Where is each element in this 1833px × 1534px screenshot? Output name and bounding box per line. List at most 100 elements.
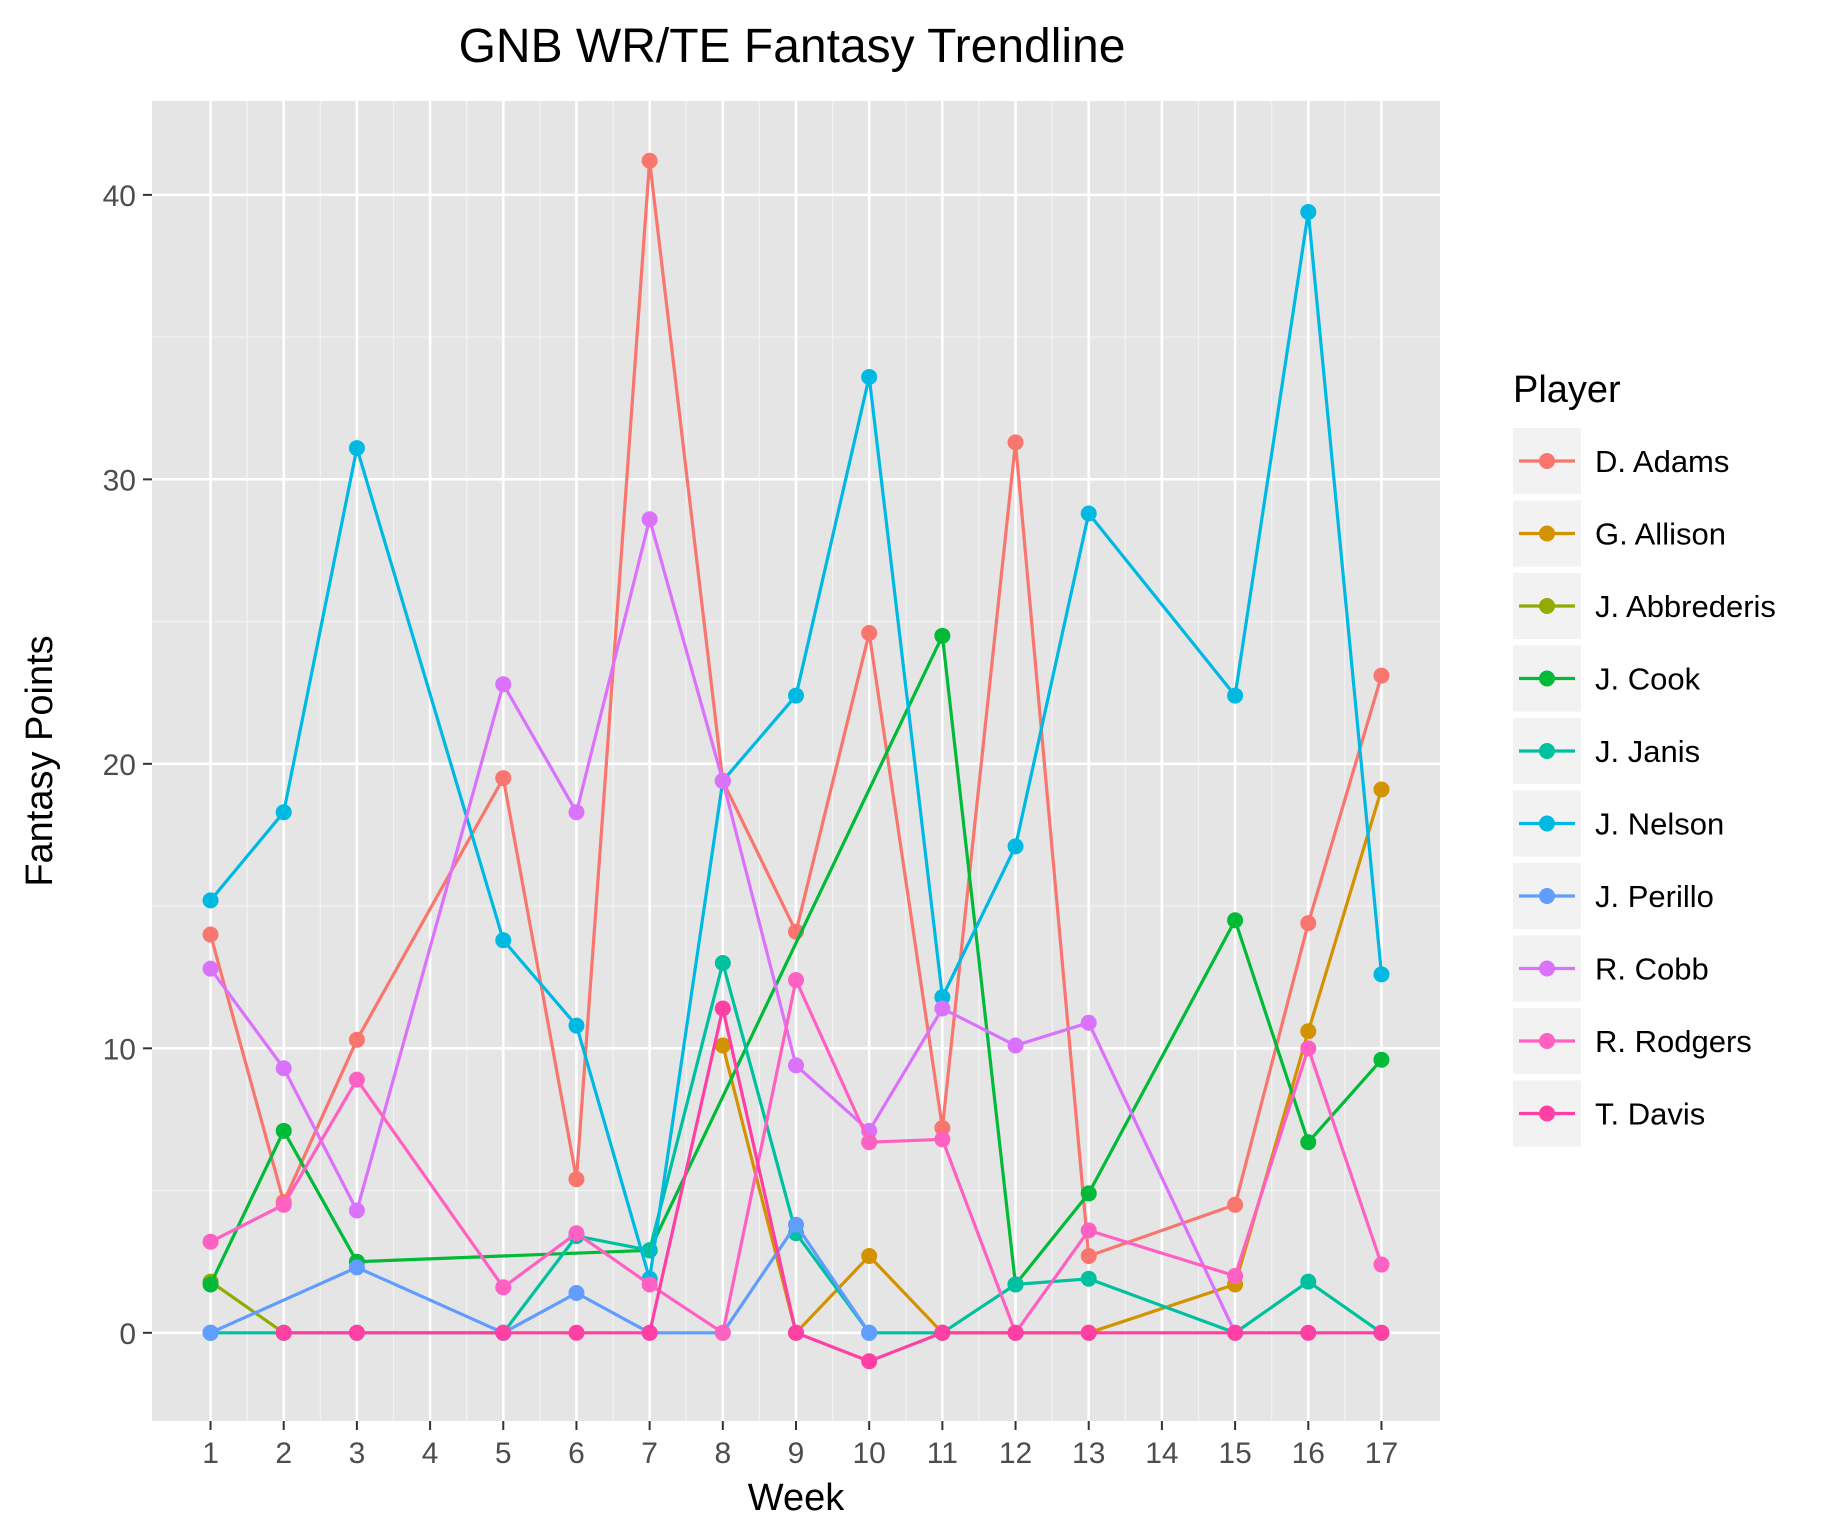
data-point bbox=[714, 1037, 731, 1054]
data-point bbox=[641, 511, 658, 528]
data-point bbox=[1080, 1185, 1097, 1202]
legend-key-point bbox=[1539, 888, 1555, 904]
data-point bbox=[788, 972, 804, 989]
series-line bbox=[209, 634, 1383, 1287]
x-axis-title: Week bbox=[748, 1477, 845, 1519]
data-point bbox=[275, 1060, 292, 1077]
x-tick-label: 3 bbox=[349, 1437, 366, 1470]
x-tick-label: 2 bbox=[275, 1437, 292, 1470]
legend-item: J. Janis bbox=[1513, 718, 1700, 784]
x-tick-label: 17 bbox=[1365, 1437, 1398, 1470]
data-point bbox=[1300, 1324, 1317, 1341]
data-point bbox=[568, 1017, 585, 1034]
legend-label: D. Adams bbox=[1595, 444, 1729, 479]
x-tick-label: 7 bbox=[641, 1437, 658, 1470]
data-point bbox=[348, 440, 365, 457]
data-point bbox=[934, 989, 951, 1006]
data-point bbox=[1300, 1040, 1317, 1057]
data-point bbox=[568, 1171, 585, 1188]
data-point bbox=[1373, 966, 1390, 983]
chart-title: GNB WR/TE Fantasy Trendline bbox=[459, 20, 1126, 73]
data-point bbox=[495, 932, 512, 949]
x-tick-label: 16 bbox=[1292, 1437, 1325, 1470]
legend-label: J. Janis bbox=[1595, 734, 1700, 769]
data-point bbox=[202, 960, 219, 977]
legend: Player D. Adams G. Allison J. Abbrederis J.… bbox=[1513, 369, 1776, 1147]
data-point bbox=[202, 892, 219, 909]
y-tick-label: 0 bbox=[119, 1318, 136, 1351]
series-line bbox=[209, 1280, 285, 1335]
data-point bbox=[714, 954, 731, 971]
data-point bbox=[1300, 1273, 1317, 1290]
legend-key-point bbox=[1539, 815, 1555, 832]
x-tick-label: 10 bbox=[852, 1437, 885, 1470]
y-tick-label: 10 bbox=[103, 1033, 136, 1066]
data-point bbox=[1080, 1222, 1097, 1239]
data-point bbox=[934, 1324, 951, 1341]
data-point bbox=[1300, 915, 1317, 932]
data-point bbox=[495, 770, 512, 787]
legend-item: J. Perillo bbox=[1513, 863, 1714, 929]
data-point bbox=[202, 1276, 219, 1293]
legend-key-point bbox=[1539, 1033, 1555, 1049]
x-tick-label: 11 bbox=[927, 1437, 958, 1470]
data-point bbox=[348, 1031, 365, 1048]
data-point bbox=[568, 804, 585, 821]
data-point bbox=[202, 1324, 219, 1341]
data-point bbox=[202, 926, 219, 943]
data-point bbox=[1007, 838, 1024, 855]
data-point bbox=[1227, 687, 1244, 704]
legend-label: R. Rodgers bbox=[1595, 1024, 1752, 1059]
data-point bbox=[1227, 912, 1244, 929]
legend-key-point bbox=[1539, 525, 1555, 542]
data-point bbox=[568, 1225, 585, 1242]
data-point bbox=[1300, 1134, 1317, 1151]
data-point bbox=[861, 624, 878, 641]
data-point bbox=[1080, 505, 1097, 522]
data-point bbox=[714, 1324, 731, 1341]
legend-label: G. Allison bbox=[1595, 517, 1726, 552]
data-point bbox=[714, 772, 731, 789]
data-point bbox=[348, 1202, 365, 1219]
y-tick-label: 30 bbox=[103, 464, 136, 497]
y-tick-label: 20 bbox=[103, 749, 136, 782]
legend-item: R. Cobb bbox=[1513, 935, 1709, 1002]
legend-label: J. Nelson bbox=[1595, 807, 1724, 842]
data-point bbox=[1227, 1267, 1244, 1284]
x-tick-label: 6 bbox=[568, 1437, 585, 1470]
data-point bbox=[934, 627, 951, 644]
data-point bbox=[861, 1324, 878, 1341]
data-point bbox=[714, 1000, 731, 1017]
x-tick-label: 13 bbox=[1072, 1437, 1105, 1470]
data-point bbox=[495, 1324, 512, 1341]
legend-items: D. Adams G. Allison J. Abbrederis J. Cook J.… bbox=[1513, 428, 1776, 1147]
y-tick-label: 40 bbox=[103, 180, 136, 213]
data-point bbox=[641, 152, 658, 169]
data-point bbox=[1373, 781, 1390, 798]
legend-item: D. Adams bbox=[1513, 428, 1729, 494]
x-tick-label: 1 bbox=[202, 1437, 219, 1470]
data-point bbox=[1227, 1324, 1244, 1341]
data-point bbox=[275, 1122, 292, 1139]
data-point bbox=[275, 1324, 292, 1341]
legend-label: J. Cook bbox=[1595, 662, 1701, 697]
x-tick-label: 15 bbox=[1218, 1437, 1251, 1470]
x-tick-label: 4 bbox=[422, 1437, 439, 1470]
data-point bbox=[1080, 1014, 1097, 1031]
data-point bbox=[275, 804, 292, 821]
data-point bbox=[934, 1131, 951, 1148]
data-point bbox=[568, 1284, 585, 1301]
data-point bbox=[1007, 1324, 1024, 1341]
x-axis: 1 2 3 4 5 6 7 8 9 10 11 12 13 14 15 16 17 bbox=[202, 1421, 1398, 1470]
x-tick-label: 12 bbox=[999, 1437, 1032, 1470]
legend-item: G. Allison bbox=[1513, 500, 1726, 567]
data-point bbox=[348, 1259, 365, 1276]
data-point bbox=[641, 1324, 658, 1341]
data-point bbox=[1300, 1023, 1317, 1040]
legend-key-point bbox=[1539, 1105, 1555, 1122]
legend-label: T. Davis bbox=[1595, 1097, 1705, 1132]
data-point bbox=[1373, 667, 1390, 684]
data-point bbox=[788, 1324, 804, 1341]
